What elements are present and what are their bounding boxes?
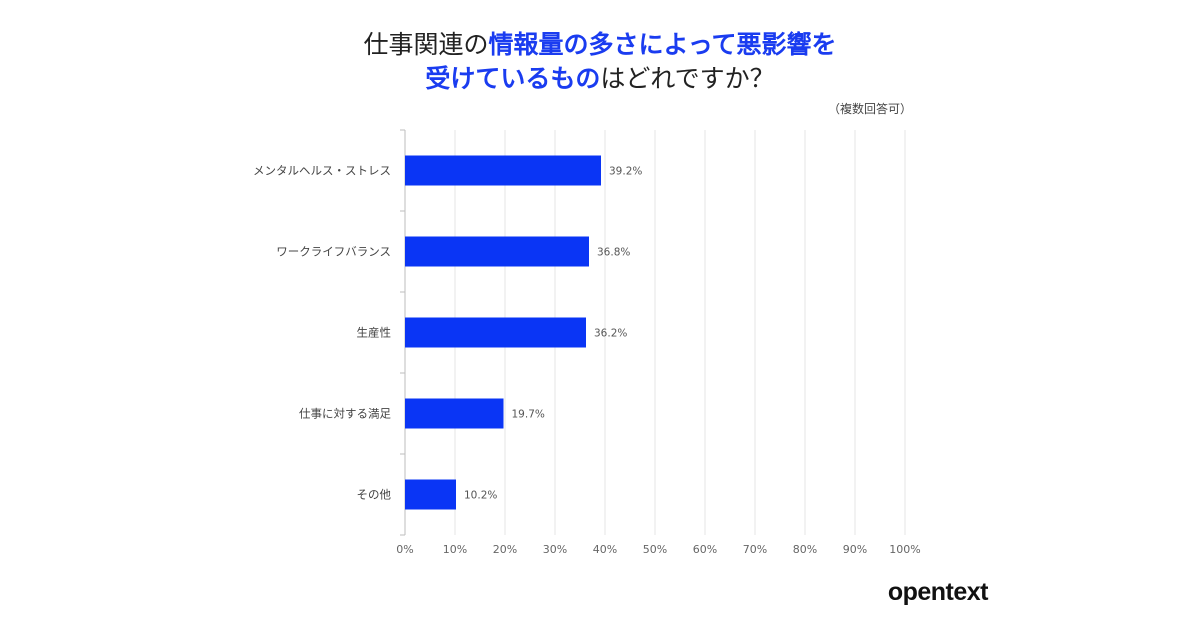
- x-tick-label: 60%: [693, 543, 717, 556]
- category-label: その他: [357, 488, 392, 502]
- title-part-highlight: 受けているもの: [425, 64, 601, 93]
- bar: [405, 398, 504, 429]
- x-tick-label: 90%: [843, 543, 867, 556]
- data-label: 10.2%: [464, 490, 497, 502]
- title-part: 仕事関連の: [363, 30, 489, 59]
- bar: [405, 479, 456, 510]
- x-tick-label: 80%: [793, 543, 817, 556]
- bar: [405, 155, 601, 186]
- x-tick-label: 30%: [543, 543, 567, 556]
- x-tick-label: 40%: [593, 543, 617, 556]
- opentext-logo: opentext: [887, 578, 989, 606]
- x-tick-label: 0%: [396, 543, 413, 556]
- category-label: 仕事に対する満足: [299, 407, 391, 421]
- category-label: メンタルヘルス・ストレス: [253, 164, 391, 178]
- category-label: 生産性: [357, 326, 392, 340]
- category-label: ワークライフバランス: [276, 245, 391, 259]
- chart-title: 仕事関連の情報量の多さによって悪影響を 受けているものはどれですか？: [0, 28, 1200, 96]
- bar: [405, 236, 589, 267]
- x-tick-label: 70%: [743, 543, 767, 556]
- data-label: 36.2%: [594, 328, 627, 340]
- x-tick-label: 50%: [643, 543, 667, 556]
- title-part: はどれですか？: [600, 64, 775, 93]
- bar: [405, 317, 586, 348]
- x-tick-label: 10%: [443, 543, 467, 556]
- chart-title-line-2: 受けているものはどれですか？: [0, 62, 1200, 96]
- multiple-answers-note: （複数回答可）: [827, 102, 912, 116]
- data-label: 19.7%: [512, 409, 545, 421]
- data-label: 39.2%: [609, 166, 642, 178]
- x-tick-label: 100%: [889, 543, 920, 556]
- x-tick-label: 20%: [493, 543, 517, 556]
- data-label: 36.8%: [597, 247, 630, 259]
- title-part-highlight: 情報量の多さによって悪影響を: [488, 30, 837, 59]
- chart-title-line-1: 仕事関連の情報量の多さによって悪影響を: [0, 28, 1200, 62]
